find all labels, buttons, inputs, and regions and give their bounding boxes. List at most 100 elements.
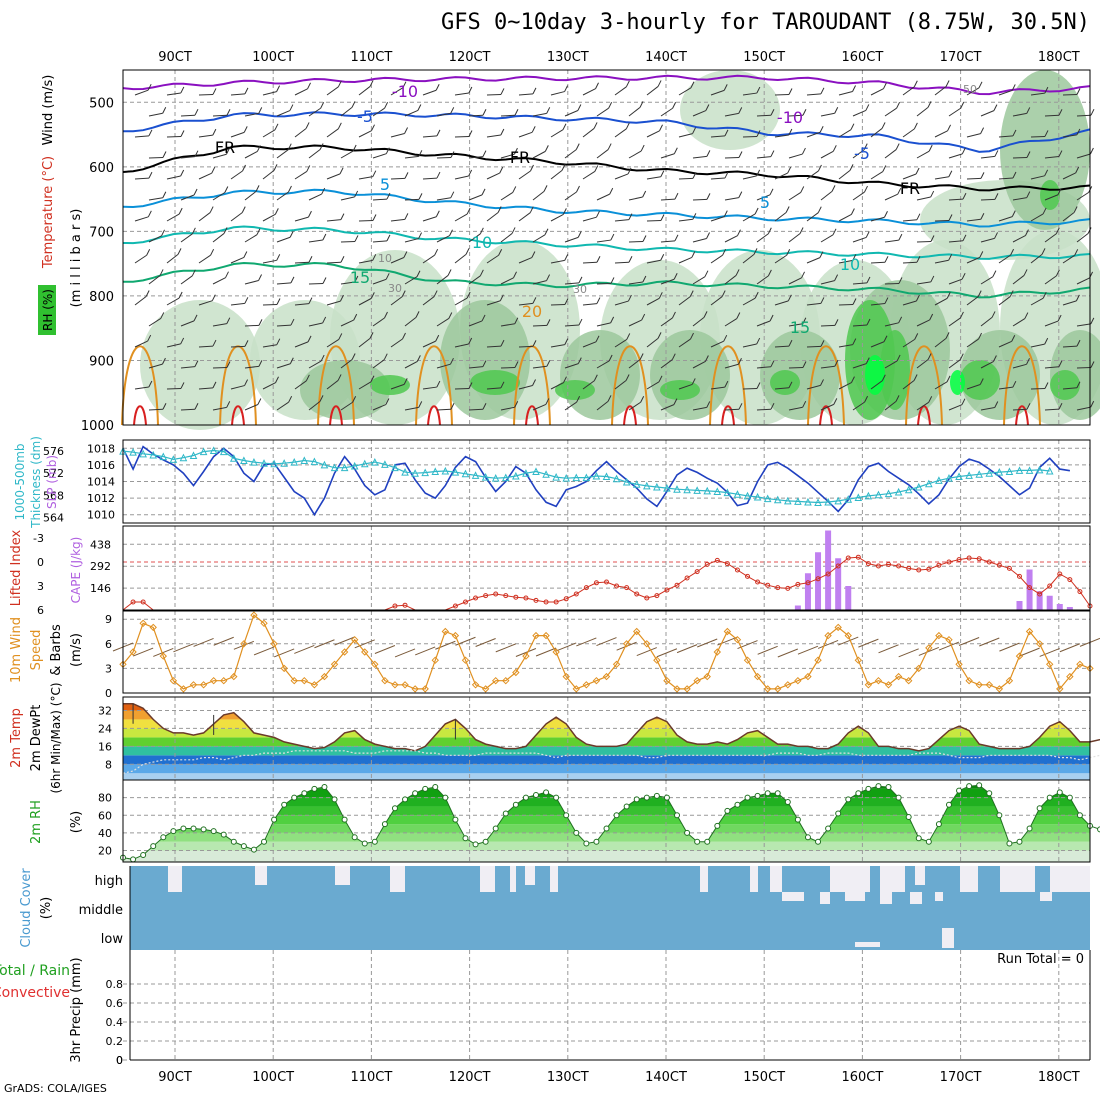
rh-marker	[371, 838, 378, 845]
thickness-marker	[733, 490, 742, 498]
wind-barb	[1076, 191, 1090, 201]
wind-speed-marker	[240, 640, 248, 648]
rh-marker	[694, 838, 701, 845]
wind-barb	[756, 366, 771, 369]
chart-title: GFS 0~10day 3-hourly for TAROUDANT (8.75…	[440, 10, 1090, 35]
press-frame	[122, 439, 1091, 524]
rh-marker	[835, 810, 842, 817]
cloud-tick: middle	[79, 903, 123, 918]
wind-barb-flag	[787, 294, 792, 302]
wind-barb-flag	[930, 235, 935, 242]
temp-band	[123, 703, 1090, 711]
isotherm-20-loop	[807, 345, 845, 426]
wind-speed-marker	[139, 619, 147, 628]
xs-ylabel-millibars: (m i l l i b a r s)	[69, 209, 84, 308]
wind-barb	[756, 156, 771, 159]
cloud-mid-gap	[782, 892, 804, 901]
wind-barb-flag	[544, 145, 549, 152]
cape-bar	[804, 573, 811, 610]
wind-barb-flag	[578, 318, 583, 326]
wind-barb	[358, 381, 372, 390]
wind-barb-flag	[450, 403, 455, 410]
rh-band	[123, 806, 1090, 816]
wind-barb	[852, 282, 867, 285]
cape-bar	[1056, 604, 1063, 610]
wind-barb	[916, 150, 930, 159]
lifted-index-marker	[533, 597, 539, 603]
wind-barb-flag	[658, 292, 663, 299]
isotherm-line	[123, 111, 1091, 153]
thickness-marker	[219, 447, 228, 456]
wind-barb-flag	[929, 313, 934, 321]
contour-label: 50	[963, 83, 977, 96]
wind-barb	[532, 150, 546, 159]
wind-barb-flag	[482, 150, 487, 157]
wind-barb	[518, 131, 533, 138]
wind-speed-marker	[844, 631, 852, 640]
thickness-marker	[481, 472, 490, 481]
wind-barb	[454, 92, 469, 96]
lifted-index-marker	[815, 576, 821, 582]
wind-barb	[468, 156, 483, 159]
rh-marker	[976, 782, 983, 789]
wind-barb	[486, 387, 501, 390]
wind-barb	[1044, 114, 1060, 117]
wind-barb-flag	[1058, 360, 1063, 367]
wind-barb-flag	[306, 165, 311, 172]
wind-barb-flag	[692, 172, 697, 179]
temp-tick: 24	[98, 722, 112, 735]
wind-barb	[422, 177, 438, 180]
rh-marker	[593, 838, 600, 845]
wind-speed-marker	[260, 619, 268, 628]
wind-barb	[358, 259, 373, 264]
cape-tick: 292	[90, 560, 111, 573]
cloud-fill	[130, 866, 1090, 950]
cloud-high-gap	[390, 866, 405, 892]
wind-speed-marker	[965, 676, 973, 685]
wind-barb	[934, 297, 948, 306]
wind-barb-flag	[402, 332, 406, 340]
wind-barb-flag	[319, 395, 324, 402]
wind-barb-flag	[532, 379, 536, 386]
wind-barb-flag	[564, 338, 569, 345]
lifted-tick: 3	[37, 580, 44, 593]
thickness-marker	[441, 466, 450, 475]
wind-barb	[212, 233, 225, 243]
wind-barb-flag	[243, 126, 248, 133]
wind-speed-marker	[663, 676, 671, 685]
wind-barb-flag	[832, 228, 837, 236]
wind-barb-flag	[576, 395, 581, 403]
rh-marker	[633, 796, 640, 803]
cape-ylabel-cape: CAPE (J/kg)	[69, 537, 83, 604]
isotherm-20-loop	[317, 345, 355, 426]
wind-barb	[308, 322, 323, 327]
wind-barb-flag	[691, 378, 696, 385]
wind-barb	[276, 236, 291, 243]
wind-barb	[838, 91, 853, 96]
wind-barb-flag	[212, 381, 217, 389]
wind-barb-flag	[703, 311, 708, 318]
rh-marker	[361, 840, 368, 847]
wind-barb-flag	[994, 193, 999, 200]
lifted-index-marker	[835, 563, 841, 569]
wind-barb-10m	[797, 645, 819, 655]
wind-barb	[294, 128, 307, 138]
thickness-marker	[431, 467, 440, 476]
wind-barb	[628, 281, 643, 285]
wind-barb	[308, 360, 322, 369]
wind-barb	[710, 177, 726, 180]
rh-band	[123, 832, 1090, 842]
cloud-high-gap	[335, 866, 350, 885]
wind-barb-flag	[354, 190, 359, 198]
wind-barb-flag	[881, 122, 886, 129]
wind-barb-flag	[788, 339, 793, 347]
wind-barb	[564, 324, 580, 327]
wind-barb	[1062, 300, 1077, 306]
wind-barb	[276, 191, 289, 201]
wind-barb	[500, 192, 514, 201]
wind-barb	[948, 107, 961, 117]
rh-marker	[885, 784, 892, 791]
slp-tick: 1010	[87, 509, 115, 522]
time-label-bottom: 90CT	[158, 1070, 192, 1085]
wind-barb-flag	[930, 190, 935, 198]
